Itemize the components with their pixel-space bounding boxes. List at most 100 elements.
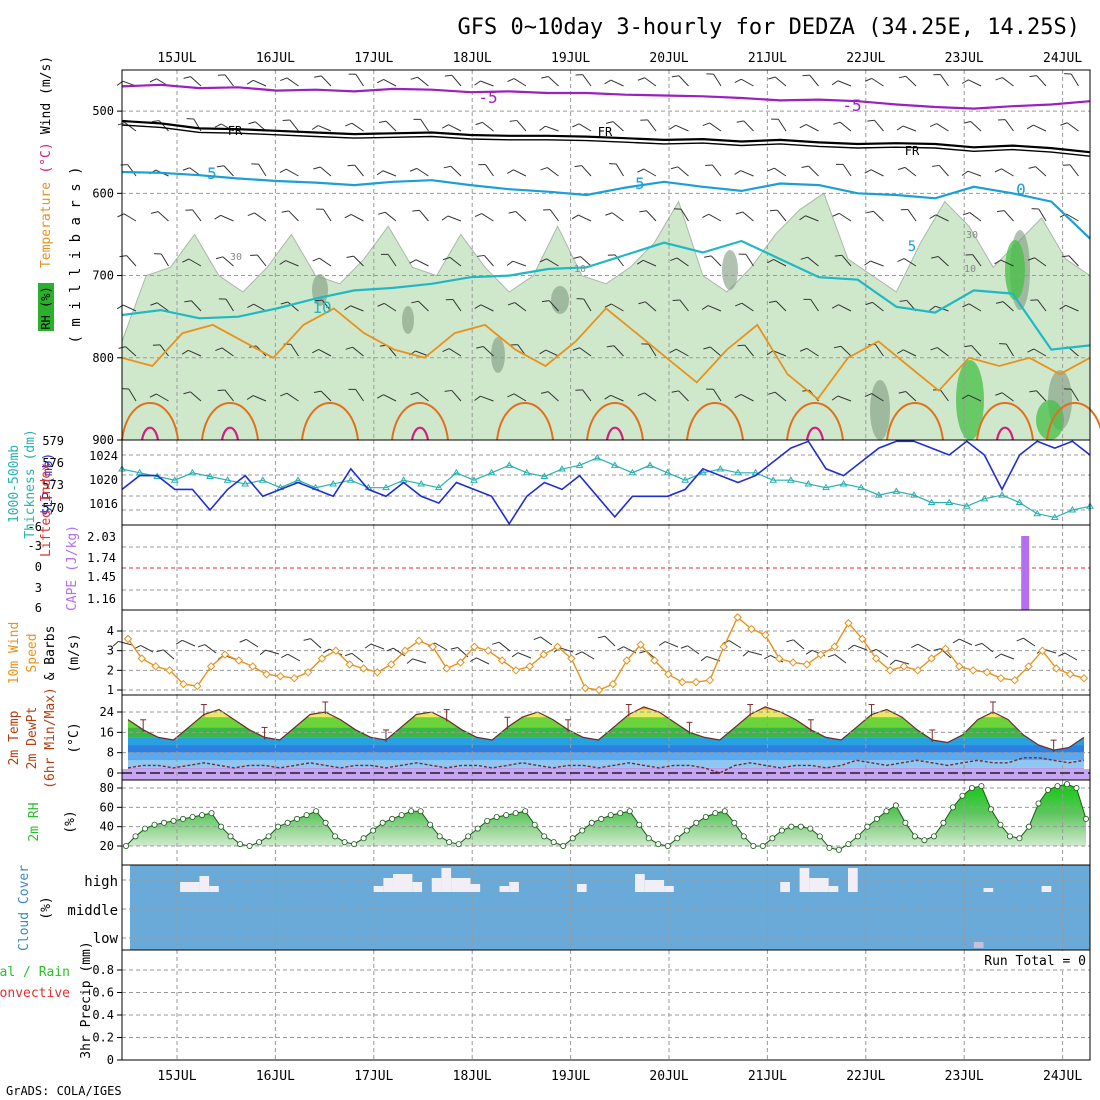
rh2m-marker (503, 812, 510, 819)
cloud-high-gap (451, 878, 471, 892)
rh2m-marker (417, 808, 424, 815)
cloud-high-gap (383, 878, 394, 892)
barb-flag (508, 210, 516, 214)
barb-flag (1031, 208, 1039, 210)
thickness-marker (804, 479, 813, 487)
y-tick-label: 40 (100, 820, 114, 834)
barb-staff (712, 388, 722, 402)
barb-flag (637, 168, 645, 173)
barb-staff (840, 345, 852, 357)
contour-label: -5 (842, 96, 861, 115)
contour-label: FR (228, 124, 243, 138)
cloud-high-gap (441, 868, 452, 892)
barb-staff (204, 644, 217, 654)
wind-barb (247, 212, 267, 222)
barb-staff (1037, 299, 1047, 312)
cape-tick-label: 1.74 (87, 551, 116, 565)
barb-flag (571, 214, 579, 220)
rh2m-marker (351, 841, 358, 848)
barb-flag (543, 209, 551, 211)
barb-flag (962, 303, 970, 308)
date-label-top: 19JUL (551, 51, 590, 66)
barb-flag (182, 167, 190, 171)
barb-flag (511, 652, 519, 658)
wind-barb (671, 75, 689, 87)
date-label-top: 20JUL (649, 51, 688, 66)
barb-staff (971, 345, 982, 357)
wind10-marker (1052, 664, 1061, 673)
y-tick-label: 0.2 (92, 1031, 114, 1045)
rh2m-marker (436, 833, 443, 840)
rh2m-marker (797, 823, 804, 830)
barb-staff (126, 255, 137, 267)
wind10-marker (317, 654, 327, 663)
barb-staff (140, 644, 154, 653)
barb-staff (875, 648, 889, 658)
barb-flag (996, 210, 1005, 213)
wind10-marker (858, 634, 867, 644)
barb-staff (742, 211, 754, 222)
barb-flag (311, 125, 319, 130)
barb-flag (112, 641, 119, 647)
barb-flag (1026, 124, 1034, 130)
wind-barb (864, 393, 884, 402)
wind-barb (735, 302, 754, 312)
wind-barb (313, 390, 332, 402)
rh2m-marker (313, 808, 320, 815)
rh2m-marker (816, 833, 823, 840)
barb-flag (835, 163, 844, 165)
date-label-bottom: 24JUL (1043, 1069, 1082, 1084)
wind10-barb (450, 646, 469, 658)
barb-flag (597, 635, 606, 639)
barb-staff (223, 165, 234, 177)
barb-flag (865, 301, 873, 306)
rh2m-marker (493, 814, 500, 821)
barb-flag (474, 213, 482, 218)
barb-flag (409, 167, 417, 172)
rh2m-marker (218, 823, 225, 830)
barb-staff (310, 638, 322, 649)
wind-barb (898, 75, 917, 87)
thickness-marker (522, 468, 531, 476)
barb-flag (1061, 255, 1070, 258)
barb-flag (702, 122, 710, 127)
barb-staff (1066, 213, 1079, 222)
wind-barb (575, 389, 592, 402)
thickness-marker (1068, 506, 1077, 513)
rh2m-marker (484, 817, 491, 824)
y-tick-label: 0.8 (92, 963, 114, 977)
barb-staff (837, 80, 852, 87)
wind-barb (930, 347, 949, 357)
barb-staff (873, 210, 884, 222)
barb-flag (314, 299, 323, 302)
li-tick-label: 6 (35, 601, 42, 615)
y-tick-label: 4 (107, 624, 114, 638)
barb-flag (604, 303, 612, 308)
wind-barb (250, 254, 267, 267)
wind-barb (575, 74, 592, 87)
rh2m-marker (303, 812, 310, 819)
thickness-marker (646, 461, 654, 468)
barb-staff (581, 165, 592, 177)
cloud-level-label: middle (67, 903, 118, 919)
y-tick-label: 24 (100, 705, 114, 719)
barb-staff (382, 170, 397, 177)
barb-staff (872, 301, 884, 312)
barb-flag (215, 256, 224, 260)
barb-staff (687, 645, 700, 655)
barb-flag (185, 209, 193, 211)
barb-flag (217, 389, 225, 392)
barb-flag (509, 119, 517, 122)
wind-barb (410, 391, 429, 402)
barb-flag (248, 121, 256, 125)
thickness-marker (452, 468, 461, 476)
isotherm-FR (121, 119, 1091, 154)
wind-barb (832, 212, 852, 222)
rh2m-marker (322, 819, 329, 826)
temp-band (128, 717, 1084, 728)
barb-flag (670, 257, 678, 262)
barb-staff (350, 305, 364, 312)
barb-staff (935, 214, 949, 222)
wind-barb (149, 393, 169, 402)
wind-barb (962, 303, 982, 312)
